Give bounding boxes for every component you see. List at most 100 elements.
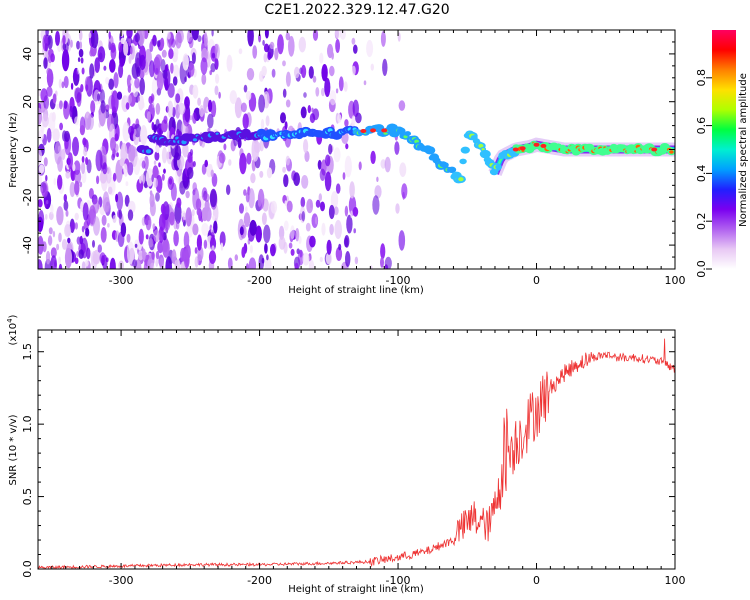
heatmap-cell [321,222,326,236]
heatmap-cell [261,257,265,264]
heatmap-cell [188,36,194,49]
heatmap-cell [118,41,123,53]
heatmap-cell [107,223,110,228]
heatmap-cell [86,247,91,260]
heatmap-cell [189,149,194,156]
ridge-cell [458,177,464,182]
heatmap-cell [188,62,195,77]
heatmap-cell [290,248,295,256]
heatmap-cell [374,185,382,199]
heatmap-cell [141,248,146,261]
x-tick-label: -200 [247,574,272,587]
heatmap-cell [329,223,334,236]
y-tick-label: 0 [21,146,34,153]
ridge-cell [404,131,412,137]
heatmap-cell [238,48,243,55]
heatmap-cell [283,174,289,188]
heatmap-cell [303,92,307,98]
heatmap-cell [285,32,290,41]
heatmap-cell [304,150,310,163]
heatmap-cell [249,244,253,254]
heatmap-cell [99,89,105,104]
heatmap-cell [196,208,201,216]
heatmap-cell [243,84,248,93]
y-tick-label: 0.5 [21,488,34,506]
heatmap-cell [300,196,306,208]
x-tick: 100 [665,330,686,587]
heatmap-cell [153,229,160,243]
heatmap-cell [79,181,83,188]
heatmap-cell [161,49,167,58]
colorbar-tick-label: 0.2 [695,212,708,230]
heatmap-cell [345,251,351,267]
heatmap-cell [196,234,202,251]
heatmap-cell [185,127,189,134]
heatmap-cell [138,228,144,245]
heatmap-cell [314,216,318,225]
heatmap-cell [252,45,258,59]
heatmap-cell [74,116,79,126]
heatmap-cell [170,182,177,201]
heatmap-cell [81,67,85,75]
heatmap-cell [78,249,84,259]
heatmap-cell [123,41,129,56]
heatmap-cell [53,177,57,186]
heatmap-cell [155,258,159,267]
heatmap-cell [51,111,56,122]
heatmap-cell [155,103,161,115]
x-tick-label: -200 [247,274,272,287]
heatmap-cell [271,68,276,78]
colorbar: 0.0 0.2 0.4 0.6 0.8 Normalized spectral ampl… [695,30,749,278]
heatmap-cell [335,247,343,261]
heatmap-cell [301,175,309,189]
x-tick-label: 0 [533,274,540,287]
heatmap-cell [129,54,133,61]
heatmap-cell [56,243,60,251]
heatmap-cell [200,57,208,75]
heatmap-cell [277,34,284,55]
heatmap-cell [209,163,213,171]
heatmap-cell [331,51,334,60]
heatmap-cell [213,220,218,234]
heatmap-cell [133,156,141,176]
heatmap-cell [301,64,307,79]
heatmap-cell [59,122,63,131]
x-tick-label: 100 [665,574,686,587]
heatmap-cell [99,252,106,264]
heatmap-cell [344,119,349,127]
heatmap-cell [92,249,101,265]
heatmap-cell [376,176,379,182]
heatmap-cell [151,251,155,260]
heatmap-cell [73,69,78,81]
heatmap-cell [56,103,60,110]
heatmap-cell [363,80,367,86]
heatmap-cell [245,192,250,203]
ridge-cell [447,166,457,173]
heatmap-cell [214,85,219,96]
heatmap-cell [38,107,43,125]
heatmap-cell [288,242,293,249]
heatmap-cell [284,121,288,130]
heatmap-cell [319,256,323,263]
heatmap-cell [239,226,244,236]
heatmap-cell [116,191,124,211]
heatmap-cell [353,44,358,54]
heatmap-cell [103,65,107,71]
heatmap-cell [61,238,68,250]
spectrogram-y-label: Frequency (Hz) [8,112,19,188]
heatmap-cell [139,77,145,95]
heatmap-cell [57,156,63,173]
heatmap-cell [126,30,133,39]
heatmap-cell [111,90,119,114]
ridge-peak [519,146,526,151]
heatmap-cell [290,225,295,240]
heatmap-cell [282,88,287,98]
heatmap-cell [107,186,113,195]
heatmap-cell [294,262,299,269]
heatmap-cell [380,30,386,47]
heatmap-cell [333,147,341,163]
heatmap-cell [126,241,135,265]
spectrogram-heatmap [38,30,408,269]
heatmap-cell [73,160,81,175]
heatmap-cell [208,250,217,264]
